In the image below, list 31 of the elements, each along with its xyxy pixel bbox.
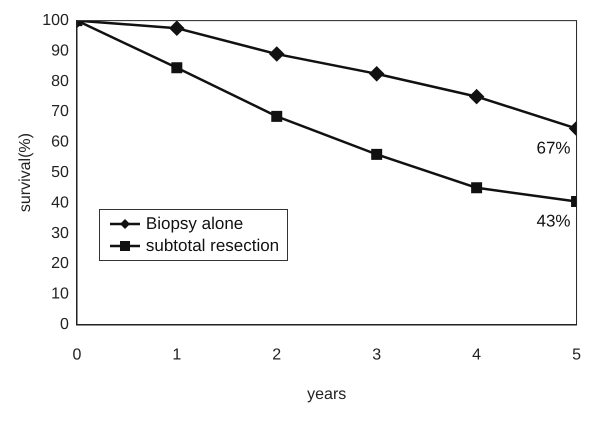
point [471, 182, 482, 194]
y-tick-label: 20 [51, 255, 69, 272]
legend-label: Biopsy alone [146, 213, 244, 236]
y-tick-label: 0 [60, 316, 69, 334]
x-tick-label: 5 [572, 346, 582, 364]
annotation: 43% [536, 212, 571, 231]
legend-label: subtotal resection [146, 235, 280, 258]
y-tick-label: 80 [51, 72, 69, 90]
y-axis-title: survival(%) [17, 133, 34, 212]
y-tick-label: 70 [51, 103, 69, 120]
y-tick-label: 30 [51, 224, 69, 242]
point [369, 66, 384, 82]
annotation: 67% [536, 138, 571, 158]
x-tick-label: 1 [172, 346, 182, 364]
y-tick-label: 10 [51, 286, 69, 303]
x-tick-label: 2 [272, 346, 282, 364]
y-tick-label: 60 [51, 134, 69, 151]
y-tick-label: 50 [51, 164, 69, 182]
point [170, 20, 184, 36]
y-tick-label: 100 [42, 12, 69, 30]
y-tick-label: 40 [51, 194, 69, 212]
x-axis-title: years [307, 386, 346, 403]
point [469, 89, 484, 104]
y-tick-label: 90 [51, 42, 69, 60]
point [371, 148, 382, 160]
x-tick-label: 3 [372, 346, 382, 364]
x-tick-label: 4 [472, 346, 482, 364]
point [270, 46, 284, 62]
point [271, 110, 282, 122]
point [171, 62, 182, 74]
x-tick-label: 0 [72, 346, 82, 364]
